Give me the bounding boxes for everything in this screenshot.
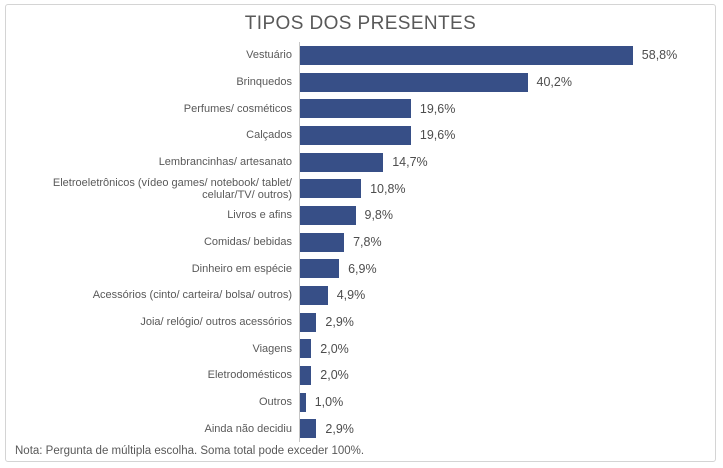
bar-zone: 10,8% — [299, 175, 705, 203]
bar-row: Brinquedos 40,2% — [14, 68, 705, 96]
bar — [300, 419, 317, 439]
bar-row: Perfumes/ cosméticos 19,6% — [14, 95, 705, 123]
bar — [300, 259, 340, 279]
bar-zone: 19,6% — [299, 122, 705, 149]
category-label: Eletroeletrônicos (vídeo games/ notebook… — [52, 176, 292, 201]
bar — [300, 339, 312, 359]
bar — [300, 125, 411, 145]
value-label: 2,9% — [325, 315, 354, 330]
bar-zone: 58,8% — [299, 42, 705, 69]
bar — [300, 99, 411, 119]
value-label: 19,6% — [419, 101, 456, 116]
category-label: Brinquedos — [236, 76, 292, 88]
bar — [300, 285, 328, 305]
bar-row: Ainda não decidiu 2,9% — [14, 415, 705, 443]
value-label: 14,7% — [392, 155, 428, 170]
bar — [300, 152, 384, 172]
bar-zone: 2,0% — [299, 362, 705, 389]
bar-row: Calçados 19,6% — [14, 122, 705, 149]
bar-row: Viagens 2,0% — [14, 335, 705, 363]
value-label: 10,8% — [370, 181, 406, 196]
category-label: Vestuário — [246, 49, 292, 62]
chart-container: TIPOS DOS PRESENTES Vestuário 58,8% Brinqu… — [5, 4, 716, 462]
bar-zone: 40,2% — [299, 68, 705, 96]
bar — [300, 179, 362, 199]
value-label: 2,0% — [320, 368, 349, 383]
category-label: Ainda não decidiu — [204, 422, 292, 435]
bar — [300, 72, 528, 92]
bar-row: Comidas/ bebidas 7,8% — [14, 228, 705, 256]
bar-row: Dinheiro em espécie 6,9% — [14, 255, 705, 283]
value-label: 2,0% — [320, 341, 349, 356]
footnote: Nota: Pergunta de múltipla escolha. Soma… — [15, 445, 365, 457]
bar-zone: 2,9% — [299, 308, 705, 336]
bar-zone: 2,9% — [299, 415, 705, 443]
category-label: Joia/ relógio/ outros acessórios — [140, 316, 292, 329]
value-label: 6,9% — [348, 261, 377, 276]
bar-row: Acessórios (cinto/ carteira/ bolsa/ outr… — [14, 282, 705, 309]
category-label: Calçados — [246, 129, 292, 142]
category-label: Dinheiro em espécie — [191, 262, 292, 275]
chart-title: TIPOS DOS PRESENTES — [244, 13, 477, 34]
bar-row: Outros 1,0% — [14, 388, 705, 416]
bar-zone: 14,7% — [299, 148, 705, 176]
bar-row: Joia/ relógio/ outros acessórios 2,9% — [14, 308, 705, 336]
bar-zone: 9,8% — [299, 202, 705, 229]
value-label: 19,6% — [419, 128, 456, 143]
category-label: Acessórios (cinto/ carteira/ bolsa/ outr… — [92, 289, 292, 302]
bar-row: Lembrancinhas/ artesanato 14,7% — [14, 148, 705, 176]
category-label: Comidas/ bebidas — [203, 236, 292, 249]
value-label: 1,0% — [314, 395, 344, 410]
bar — [300, 365, 312, 385]
category-label: Eletrodomésticos — [207, 369, 292, 382]
bar-zone: 6,9% — [299, 255, 705, 283]
category-label: Perfumes/ cosméticos — [183, 102, 292, 115]
category-label: Lembrancinhas/ artesanato — [158, 156, 292, 169]
value-label: 2,9% — [325, 421, 354, 436]
bar-zone: 2,0% — [299, 335, 705, 363]
value-label: 40,2% — [536, 75, 572, 89]
category-label: Viagens — [252, 342, 292, 355]
bar-row: Livros e afins 9,8% — [14, 202, 705, 229]
category-label: Outros — [258, 396, 292, 409]
bar-row: Eletroeletrônicos (vídeo games/ notebook… — [14, 175, 705, 203]
bar — [300, 205, 356, 225]
plot-area: Vestuário 58,8% Brinquedos 40,2% Perfumes/ c… — [14, 42, 705, 443]
value-label: 7,8% — [353, 235, 382, 250]
category-label: Livros e afins — [227, 209, 292, 222]
bar-zone: 19,6% — [299, 95, 705, 123]
bar-zone: 1,0% — [299, 388, 705, 416]
bar — [300, 45, 633, 65]
value-label: 4,9% — [336, 288, 366, 303]
bar — [300, 232, 345, 252]
bar-row: Eletrodomésticos 2,0% — [14, 362, 705, 389]
bar-zone: 7,8% — [299, 228, 705, 256]
bar — [300, 392, 306, 412]
value-label: 9,8% — [364, 208, 394, 223]
bar — [300, 312, 317, 332]
value-label: 58,8% — [641, 48, 678, 63]
bar-zone: 4,9% — [299, 282, 705, 309]
bar-row: Vestuário 58,8% — [14, 42, 705, 69]
